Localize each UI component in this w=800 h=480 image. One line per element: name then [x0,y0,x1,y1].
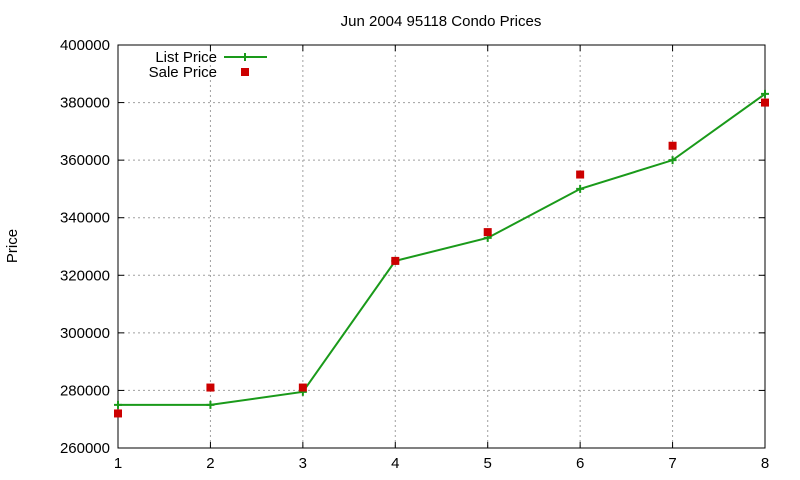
x-tick-label: 1 [114,455,122,472]
series-2 [114,98,769,418]
data-point-square [668,141,677,150]
data-point-plus [206,400,215,409]
data-point-plus [668,156,677,165]
y-tick-label: 280000 [60,382,110,399]
y-tick-labels: 260000 280000 300000 320000 340000 360000 3800… [60,37,110,457]
x-tick-label: 7 [668,455,676,472]
legend-label: List Price [155,49,217,66]
y-tick-label: 360000 [60,152,110,169]
data-point-plus [114,400,122,409]
x-tick-label: 4 [391,455,399,472]
x-tick-label: 8 [761,455,769,472]
series-1 [114,89,769,409]
data-point-square [576,170,585,179]
x-tick-label: 5 [484,455,492,472]
y-tick-label: 400000 [60,37,110,54]
data-point-square [298,383,307,392]
data-point-plus [761,89,769,98]
series [114,89,769,418]
legend-swatch-marker [241,53,249,61]
y-tick-label: 320000 [60,267,110,284]
data-point-square [114,409,122,418]
x-tick-labels: 1 2 3 4 5 6 7 8 [114,455,769,472]
series-line [118,93,766,406]
y-tick-label: 260000 [60,440,110,457]
y-tick-label: 380000 [60,95,110,112]
y-tick-label: 300000 [60,325,110,342]
y-axis-label: Price [4,229,21,263]
x-tick-label: 6 [576,455,584,472]
data-point-plus [576,184,585,193]
y-tick-label: 340000 [60,210,110,227]
x-tick-label: 3 [299,455,307,472]
data-point-square [761,98,769,107]
legend-label: Sale Price [149,64,217,81]
legend-swatch-marker [241,68,249,76]
data-point-square [206,383,215,392]
data-point-square [483,228,492,237]
data-point-square [391,256,400,265]
chart-title: Jun 2004 95118 Condo Prices [341,13,542,30]
axes [117,44,766,449]
grid [118,45,765,448]
plot-border [117,44,766,449]
x-tick-label: 2 [206,455,214,472]
